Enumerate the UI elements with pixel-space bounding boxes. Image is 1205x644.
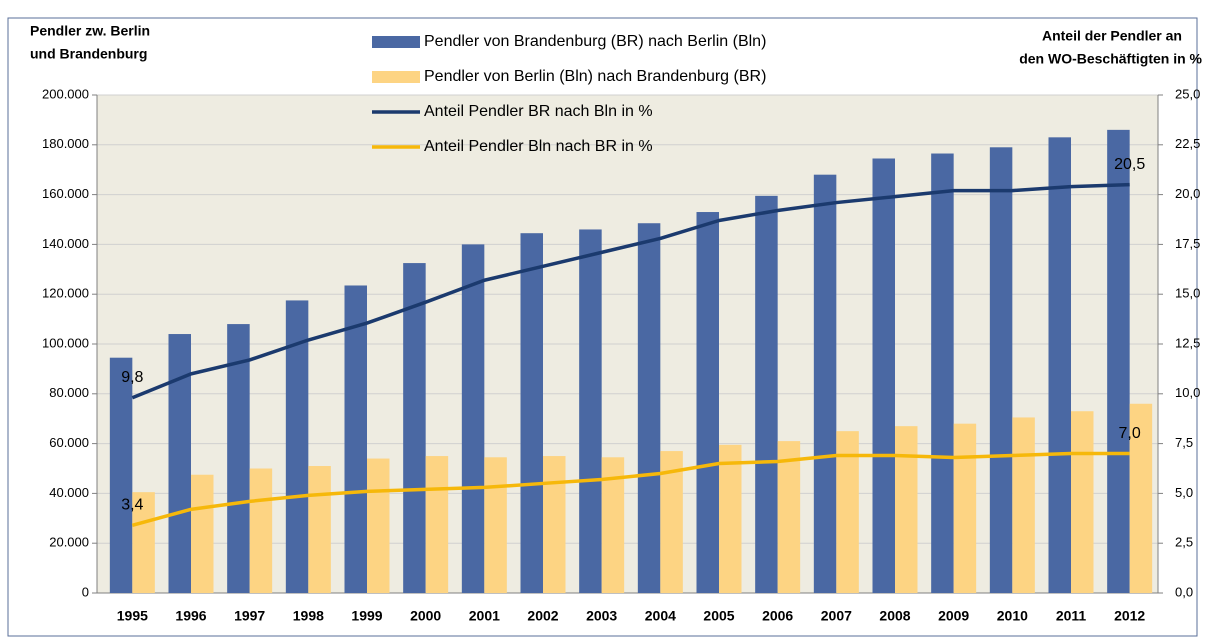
bar bbox=[403, 263, 426, 593]
bar bbox=[719, 444, 742, 593]
bar bbox=[1071, 411, 1094, 593]
y2-tick-label: 0,0 bbox=[1175, 584, 1193, 599]
y2-axis-title: Anteil der Pendler an bbox=[1042, 28, 1182, 44]
bar bbox=[1129, 403, 1153, 593]
legend-swatch bbox=[372, 71, 420, 83]
legend-label: Anteil Pendler BR nach Bln in % bbox=[424, 103, 653, 120]
bar bbox=[227, 324, 250, 593]
x-tick-label: 2001 bbox=[469, 608, 500, 624]
bar bbox=[895, 426, 918, 593]
y-tick-label: 120.000 bbox=[42, 286, 89, 301]
y-tick-label: 140.000 bbox=[42, 236, 89, 251]
x-tick-label: 2009 bbox=[938, 608, 969, 624]
bar bbox=[755, 195, 778, 593]
bar bbox=[579, 229, 602, 593]
bar bbox=[285, 300, 309, 593]
line bbox=[131, 451, 1130, 527]
bar bbox=[425, 456, 449, 593]
x-tick-label: 1995 bbox=[117, 608, 148, 624]
bar bbox=[1048, 137, 1071, 593]
x-tick-label: 2010 bbox=[997, 608, 1028, 624]
line bbox=[131, 182, 1130, 400]
legend-swatch bbox=[372, 36, 420, 48]
bar bbox=[344, 285, 367, 593]
x-tick-label: 1998 bbox=[293, 608, 324, 624]
x-tick-label: 2002 bbox=[527, 608, 558, 624]
y-tick-label: 180.000 bbox=[42, 136, 89, 151]
y2-tick-label: 5,0 bbox=[1175, 485, 1193, 500]
y2-tick-label: 12,5 bbox=[1175, 335, 1200, 350]
legend-label: Pendler von Berlin (Bln) nach Brandenbur… bbox=[424, 68, 766, 85]
bar bbox=[989, 147, 1013, 594]
bar bbox=[1107, 129, 1130, 594]
bar bbox=[836, 431, 859, 593]
bar bbox=[931, 153, 954, 593]
x-tick-label: 2012 bbox=[1114, 608, 1145, 624]
y2-axis-title: den WO-Beschäftigten in % bbox=[1019, 51, 1202, 67]
bar bbox=[543, 456, 566, 593]
y2-tick-label: 2,5 bbox=[1175, 535, 1193, 550]
bar bbox=[953, 423, 977, 593]
data-label: 3,4 bbox=[121, 496, 143, 513]
x-tick-label: 2003 bbox=[586, 608, 617, 624]
x-tick-label: 2006 bbox=[762, 608, 793, 624]
bar bbox=[132, 492, 155, 593]
y2-tick-label: 22,5 bbox=[1175, 136, 1200, 151]
bar bbox=[872, 158, 895, 593]
bar bbox=[484, 457, 507, 593]
y-tick-label: 100.000 bbox=[42, 335, 89, 350]
y-tick-label: 40.000 bbox=[49, 485, 89, 500]
y-axis-title: und Brandenburg bbox=[30, 46, 147, 62]
x-tick-label: 2005 bbox=[703, 608, 734, 624]
x-tick-label: 1996 bbox=[175, 608, 206, 624]
bar bbox=[520, 233, 543, 593]
y-tick-label: 200.000 bbox=[42, 86, 89, 101]
bar bbox=[813, 174, 837, 593]
bar bbox=[168, 334, 191, 593]
x-tick-label: 2008 bbox=[879, 608, 910, 624]
bar bbox=[109, 357, 133, 593]
bar bbox=[696, 212, 719, 593]
y-tick-label: 80.000 bbox=[49, 385, 89, 400]
y2-tick-label: 15,0 bbox=[1175, 286, 1200, 301]
x-tick-label: 1997 bbox=[234, 608, 265, 624]
legend-label: Pendler von Brandenburg (BR) nach Berlin… bbox=[424, 33, 766, 50]
bar bbox=[367, 458, 390, 593]
y-tick-label: 0 bbox=[82, 584, 89, 599]
y-tick-label: 20.000 bbox=[49, 535, 89, 550]
y2-tick-label: 20,0 bbox=[1175, 186, 1200, 201]
y2-tick-label: 7,5 bbox=[1175, 435, 1193, 450]
bar bbox=[1012, 417, 1035, 593]
bar bbox=[777, 441, 801, 593]
bar bbox=[308, 466, 331, 593]
bar bbox=[249, 468, 273, 593]
bar bbox=[461, 244, 485, 593]
y2-tick-label: 17,5 bbox=[1175, 236, 1200, 251]
bar bbox=[601, 457, 625, 593]
y-axis-title: Pendler zw. Berlin bbox=[30, 23, 150, 39]
y2-tick-label: 10,0 bbox=[1175, 385, 1200, 400]
x-tick-label: 2007 bbox=[821, 608, 852, 624]
y-tick-label: 160.000 bbox=[42, 186, 89, 201]
legend-label: Anteil Pendler Bln nach BR in % bbox=[424, 138, 653, 155]
y2-tick-label: 25,0 bbox=[1175, 86, 1200, 101]
data-label: 20,5 bbox=[1114, 156, 1145, 173]
bar bbox=[637, 223, 661, 594]
x-tick-label: 2011 bbox=[1056, 608, 1087, 624]
y-tick-label: 60.000 bbox=[49, 435, 89, 450]
data-label: 7,0 bbox=[1119, 425, 1141, 442]
x-tick-label: 2000 bbox=[410, 608, 441, 624]
bar bbox=[660, 451, 683, 593]
x-tick-label: 2004 bbox=[645, 608, 676, 624]
data-label: 9,8 bbox=[121, 369, 143, 386]
bar bbox=[191, 474, 214, 593]
x-tick-label: 1999 bbox=[351, 608, 382, 624]
